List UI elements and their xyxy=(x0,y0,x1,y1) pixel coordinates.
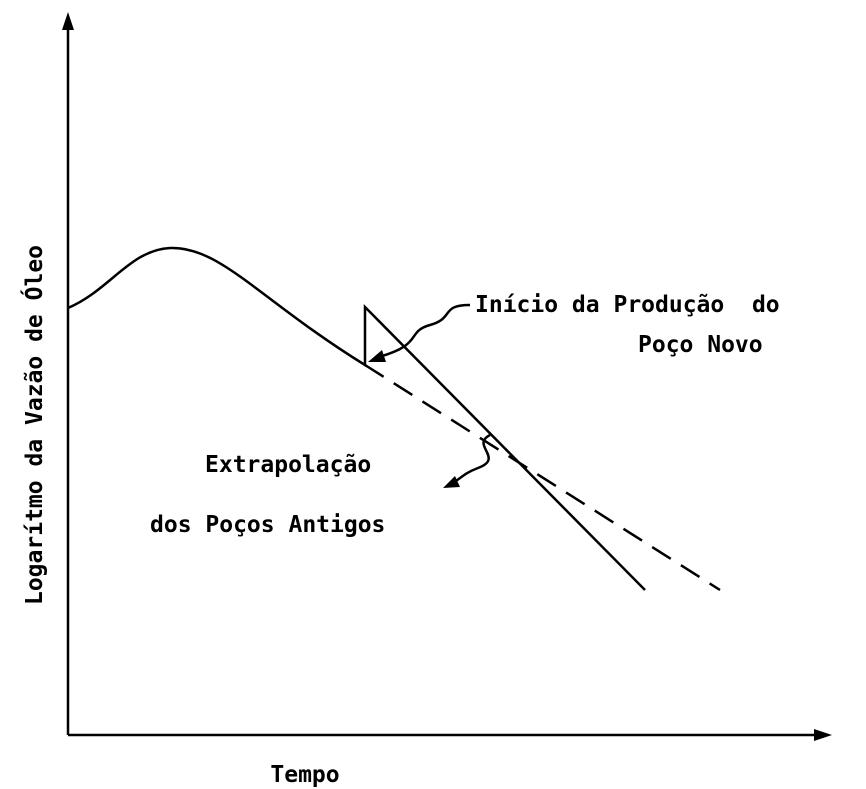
pointer-new-well xyxy=(374,303,471,360)
y-axis-label: Logarítmo da Vazão de Óleo xyxy=(20,245,48,605)
pointer-arrow xyxy=(368,350,386,362)
x-axis-label: Tempo xyxy=(270,762,339,788)
annotation: Poço Novo xyxy=(638,332,763,358)
annotation: Extrapolação xyxy=(205,452,371,478)
production-curve xyxy=(67,246,646,591)
pointer-extrapolation xyxy=(449,433,491,486)
pointer-arrow xyxy=(443,476,460,488)
annotation: Início da Produção do xyxy=(475,292,780,318)
y-axis-arrow xyxy=(62,12,74,30)
extrapolation-line xyxy=(364,363,721,592)
x-axis-arrow xyxy=(814,729,832,741)
annotation: dos Poços Antigos xyxy=(150,512,385,538)
